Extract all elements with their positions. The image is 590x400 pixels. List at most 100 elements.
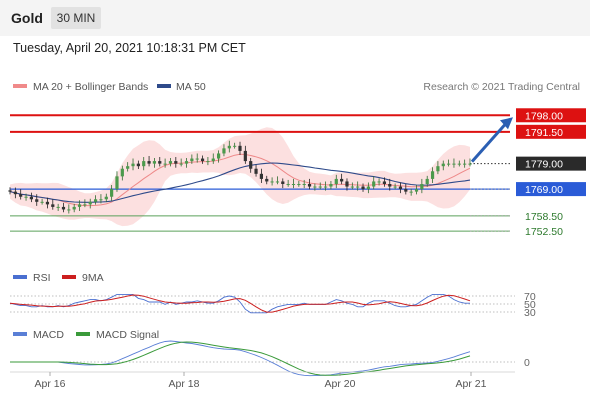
candle-body xyxy=(366,186,370,190)
candle-body xyxy=(468,163,472,165)
rsi-level-label: 50 xyxy=(524,299,536,311)
macd-line xyxy=(10,340,471,377)
candle-body xyxy=(334,178,338,184)
tag-support-1: 1758.50 xyxy=(525,211,563,223)
tag-support-2: 1752.50 xyxy=(525,226,563,238)
candle-body xyxy=(13,191,17,195)
price-levels xyxy=(10,114,512,232)
candle-body xyxy=(398,186,403,190)
timeframe-button[interactable]: 30 MIN xyxy=(51,7,101,29)
candle-body xyxy=(61,206,66,210)
candle-body xyxy=(190,158,194,162)
candle-body xyxy=(243,150,247,162)
tag-resistance-1-bg xyxy=(516,124,586,139)
candle-body xyxy=(286,184,290,185)
candle-body xyxy=(88,201,92,205)
macd-signal-line xyxy=(10,341,471,376)
candle-body xyxy=(168,161,173,164)
candle-body xyxy=(270,181,274,183)
candle-body xyxy=(393,186,397,188)
tag-resistance-1: 1791.50 xyxy=(525,127,563,139)
x-axis: Apr 16 Apr 18 Apr 20 Apr 21 xyxy=(10,371,515,390)
candle-body xyxy=(51,204,55,207)
candle-body xyxy=(56,206,60,208)
candle-body xyxy=(174,161,178,164)
candle-body xyxy=(163,163,167,165)
candle-body xyxy=(361,186,365,190)
candle-body xyxy=(211,158,215,162)
x-tick-label: Apr 20 xyxy=(325,378,356,390)
rsi-9ma-line xyxy=(9,294,471,313)
candle-body xyxy=(345,181,349,187)
candle-body xyxy=(179,163,183,165)
candle-body xyxy=(147,161,151,164)
timestamp: Tuesday, April 20, 2021 10:18:31 PM CET xyxy=(13,41,246,55)
macd-zero-label: 0 xyxy=(524,357,530,369)
candle-body xyxy=(115,176,119,190)
candlesticks xyxy=(8,140,472,214)
x-tick-label: Apr 18 xyxy=(169,378,200,390)
forecast-arrow xyxy=(470,117,513,163)
candle-body xyxy=(323,186,328,188)
candle-body xyxy=(249,161,253,169)
candle-body xyxy=(436,166,440,172)
candle-body xyxy=(430,171,435,179)
candle-body xyxy=(382,181,387,184)
x-tick-label: Apr 21 xyxy=(456,378,487,390)
candle-body xyxy=(297,184,301,185)
forecast-arrow-shaft xyxy=(470,121,509,163)
macd-legend-swatch xyxy=(13,332,27,336)
legend-ma50-swatch xyxy=(157,84,171,88)
rsi-level-label: 30 xyxy=(524,307,536,319)
tag-pivot-bg xyxy=(516,182,586,197)
candle-body xyxy=(83,204,87,206)
candle-body xyxy=(35,199,39,202)
candle-body xyxy=(29,196,33,200)
rsi-legend-label: RSI xyxy=(33,272,51,284)
candle-body xyxy=(265,178,269,182)
candle-body xyxy=(441,163,445,167)
tag-current-price: 1779.00 xyxy=(525,159,563,171)
candle-body xyxy=(340,178,344,182)
macd-legend-label: MACD xyxy=(33,329,64,341)
candle-body xyxy=(291,184,296,185)
candle-body xyxy=(77,204,82,207)
legend-ma20-label: MA 20 + Bollinger Bands xyxy=(33,81,148,93)
candle-body xyxy=(227,145,231,149)
bollinger-bands xyxy=(10,127,470,227)
candle-body xyxy=(104,196,108,200)
candle-body xyxy=(275,181,280,183)
candle-body xyxy=(110,189,114,197)
candle-body xyxy=(238,145,242,151)
candle-body xyxy=(350,186,354,188)
legend-ma20-swatch xyxy=(13,84,27,88)
tag-resistance-2: 1798.00 xyxy=(525,110,563,122)
candle-body xyxy=(447,163,451,165)
candle-body xyxy=(302,184,306,185)
candle-body xyxy=(8,190,12,192)
bollinger-band-area xyxy=(10,127,470,227)
macd-panel: 0 xyxy=(10,340,530,377)
candle-body xyxy=(131,163,135,167)
candle-body xyxy=(404,189,408,192)
candle-body xyxy=(463,163,467,165)
rsi-level-label: 70 xyxy=(524,291,536,303)
tag-pivot: 1769.00 xyxy=(525,184,563,196)
tag-resistance-2-bg xyxy=(516,108,586,123)
candle-body xyxy=(318,186,322,188)
candle-body xyxy=(19,194,23,197)
candle-body xyxy=(24,196,28,198)
candle-body xyxy=(222,148,226,154)
candle-body xyxy=(372,181,376,187)
candle-body xyxy=(233,145,237,147)
price-level-tags: 1798.00 1791.50 1779.00 1769.00 1758.50 1752.… xyxy=(516,108,586,238)
candle-body xyxy=(409,191,413,193)
candle-body xyxy=(200,158,205,162)
candle-body xyxy=(425,178,429,184)
header-bar: Gold 30 MIN xyxy=(0,0,590,36)
candle-body xyxy=(420,184,424,190)
candle-body xyxy=(388,184,392,187)
x-tick-label: Apr 16 xyxy=(35,378,66,390)
